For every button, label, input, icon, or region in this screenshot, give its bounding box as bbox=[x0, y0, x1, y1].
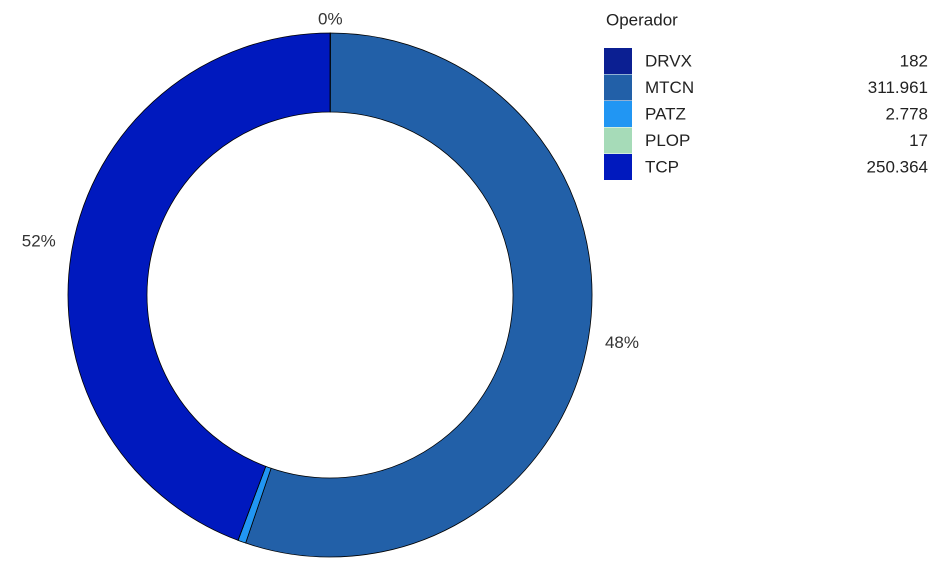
legend-label: TCP bbox=[645, 157, 679, 176]
legend-swatch bbox=[604, 154, 632, 180]
legend-value: 17 bbox=[909, 131, 928, 150]
legend-title: Operador bbox=[606, 10, 678, 29]
legend-value: 250.364 bbox=[867, 157, 928, 176]
percent-label: 0% bbox=[214, 562, 239, 563]
legend-label: PLOP bbox=[645, 131, 690, 150]
percent-label: 0% bbox=[318, 9, 343, 28]
slice bbox=[245, 32, 593, 558]
slice bbox=[67, 32, 331, 541]
legend-value: 2.778 bbox=[885, 104, 928, 123]
legend-value: 311.961 bbox=[868, 78, 928, 97]
percent-label: 48% bbox=[605, 333, 639, 352]
legend-swatch bbox=[604, 74, 632, 101]
legend-label: DRVX bbox=[645, 51, 692, 70]
legend-swatch bbox=[604, 127, 632, 154]
percent-label: 52% bbox=[22, 232, 56, 251]
legend-label: MTCN bbox=[645, 78, 694, 97]
legend-value: 182 bbox=[900, 51, 928, 70]
legend-swatch bbox=[604, 48, 632, 74]
legend-swatch bbox=[604, 101, 632, 127]
legend-label: PATZ bbox=[645, 104, 686, 123]
